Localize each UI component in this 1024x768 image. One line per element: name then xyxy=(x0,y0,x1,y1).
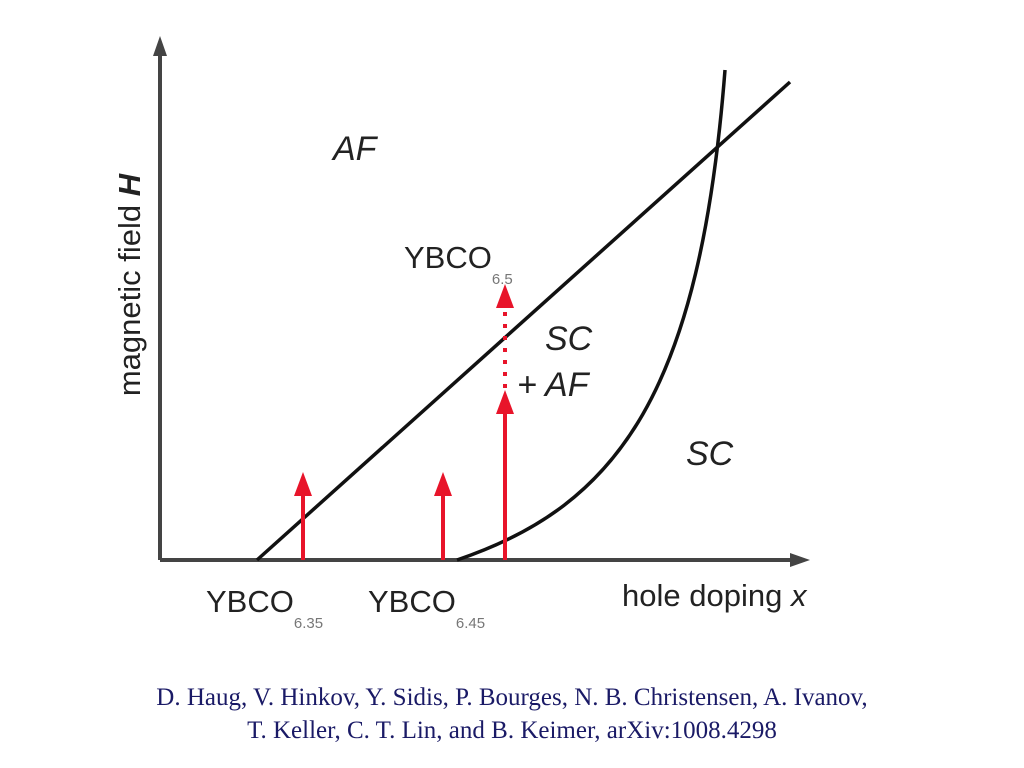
sample-label-ybco-65: YBCO6.5 xyxy=(404,240,513,288)
sample-label-ybco-645: YBCO6.45 xyxy=(368,584,485,632)
arrow-ybco-65-upper-head xyxy=(496,284,514,308)
af-boundary-line xyxy=(255,80,792,562)
y-axis-label: magnetic field H xyxy=(112,173,147,396)
arrow-ybco-65-lower-head xyxy=(496,390,514,414)
sc-boundary-curve xyxy=(456,69,727,562)
region-sc-label: SC xyxy=(686,435,734,473)
sample-label-ybco-635: YBCO6.35 xyxy=(206,584,323,632)
x-axis-label: hole doping x xyxy=(622,578,808,613)
region-sc-af-label-1: SC xyxy=(545,320,593,358)
region-af-label: AF xyxy=(331,130,379,168)
region-sc-af-label-2: + AF xyxy=(517,366,591,404)
phase-diagram: magnetic field H hole doping x AF SC + A… xyxy=(112,36,810,632)
citation-line-1: D. Haug, V. Hinkov, Y. Sidis, P. Bourges… xyxy=(156,684,868,711)
x-axis-arrowhead xyxy=(790,553,810,567)
citation-line-2: T. Keller, C. T. Lin, and B. Keimer, arX… xyxy=(247,717,777,744)
arrow-ybco-645-head xyxy=(434,472,452,496)
y-axis-arrowhead xyxy=(153,36,167,56)
arrow-ybco-635-head xyxy=(294,472,312,496)
